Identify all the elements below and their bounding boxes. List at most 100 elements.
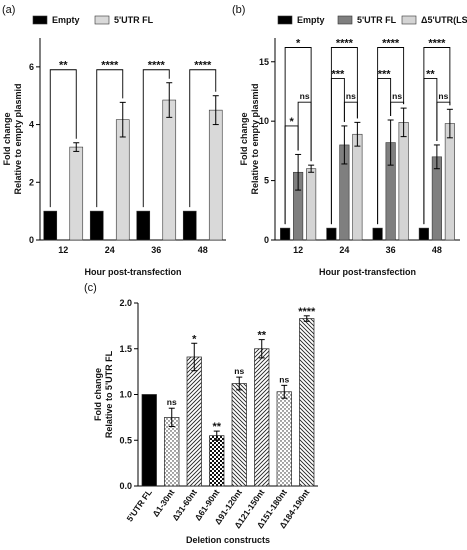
- significance-bracket: [189, 69, 217, 208]
- legend-swatch: [337, 15, 353, 25]
- significance-label: ns: [438, 91, 448, 101]
- x-tick-label: 36: [151, 245, 161, 255]
- significance-label: ***: [331, 68, 345, 80]
- significance-label: ****: [298, 306, 316, 318]
- bar: [326, 227, 337, 241]
- y-tick-label: 2.0: [119, 298, 132, 308]
- significance-label: **: [59, 60, 68, 72]
- significance-bracket: [284, 125, 299, 225]
- significance-label: ***: [378, 68, 392, 80]
- significance-bracket: [96, 69, 124, 208]
- significance-label: ns: [279, 374, 289, 384]
- bar: [444, 123, 455, 241]
- y-tick-label: 0: [29, 235, 34, 245]
- significance-bracket: [142, 69, 170, 208]
- x-tick-label: 24: [105, 245, 115, 255]
- y-tick-label: 10: [259, 116, 269, 126]
- legend-label: Empty: [52, 15, 80, 25]
- bar: [186, 356, 202, 487]
- bar: [164, 417, 180, 487]
- y-tick-label: 15: [259, 57, 269, 67]
- bar: [306, 168, 317, 241]
- legend-label: 5'UTR FL: [357, 15, 397, 25]
- significance-bracket: [436, 101, 451, 141]
- bar: [418, 227, 429, 241]
- significance-label: ****: [101, 60, 119, 72]
- chart-panel-b: (b) Empty 5'UTR FL Δ5'UTR(LS) 0 5 10 15 Fold cha…: [232, 4, 467, 277]
- panel-label: (c): [84, 282, 97, 294]
- chart-panel-c: (c) 0.0 0.5 1.0 1.5 2.0 Fold change Relative to…: [84, 282, 318, 545]
- x-axis-title: Deletion constructs: [186, 535, 270, 545]
- significance-label: ns: [234, 366, 244, 376]
- bar: [182, 210, 197, 241]
- legend-label: Δ5'UTR(LS): [421, 15, 467, 25]
- legend-swatch: [277, 15, 293, 25]
- y-axis-title: Fold change: [93, 368, 103, 421]
- significance-label: **: [212, 421, 221, 433]
- significance-label: ns: [167, 397, 177, 407]
- x-tick-label: 12: [58, 245, 68, 255]
- bar: [69, 146, 84, 241]
- y-tick-label: 0.0: [119, 481, 132, 491]
- bar: [276, 391, 292, 487]
- y-axis-title: Fold change: [239, 112, 249, 165]
- bar: [115, 119, 130, 241]
- y-axis-title: Relative to empty plasmid: [250, 83, 260, 194]
- significance-label: ****: [148, 60, 166, 72]
- significance-bracket: [343, 101, 358, 122]
- panel-label: (b): [232, 4, 245, 16]
- y-axis-title: Relative to 5'UTR FL: [104, 350, 114, 438]
- panel-label: (a): [2, 4, 15, 16]
- y-tick-label: 4: [29, 120, 34, 130]
- y-tick-label: 0: [264, 235, 269, 245]
- bar: [141, 394, 157, 487]
- bar: [43, 210, 58, 241]
- significance-label: *: [192, 333, 197, 345]
- y-tick-label: 0.5: [119, 435, 132, 445]
- significance-label: *: [296, 38, 301, 50]
- bar: [352, 133, 363, 241]
- significance-label: ****: [382, 38, 400, 50]
- significance-label: **: [257, 330, 266, 342]
- y-tick-label: 1.0: [119, 390, 132, 400]
- x-tick-label: 12: [293, 245, 303, 255]
- significance-label: ns: [300, 91, 310, 101]
- legend-label: Empty: [297, 15, 325, 25]
- bar: [280, 227, 291, 241]
- bar: [231, 383, 247, 487]
- y-axis-title: Relative to empty plasmid: [13, 83, 23, 194]
- significance-label: ns: [392, 91, 402, 101]
- legend-swatch: [32, 15, 48, 25]
- x-tick-label: 36: [386, 245, 396, 255]
- legend-swatch: [94, 15, 110, 25]
- x-tick-label: 24: [339, 245, 349, 255]
- bar: [209, 435, 225, 487]
- x-axis-title: Hour post-transfection: [84, 267, 181, 277]
- significance-bracket: [330, 77, 345, 225]
- bar: [208, 109, 223, 241]
- y-axis-title: Fold change: [2, 112, 12, 165]
- y-tick-label: 1.5: [119, 344, 132, 354]
- significance-label: ****: [336, 38, 354, 50]
- significance-bracket: [377, 77, 392, 225]
- bar: [398, 122, 409, 241]
- bar: [254, 348, 270, 487]
- bar: [372, 227, 383, 241]
- bar: [299, 318, 315, 487]
- significance-bracket: [49, 69, 77, 208]
- bar: [136, 210, 151, 241]
- bar: [431, 156, 442, 241]
- y-tick-label: 6: [29, 62, 34, 72]
- x-tick-label: 48: [432, 245, 442, 255]
- legend-label: 5'UTR FL: [114, 15, 154, 25]
- significance-bracket: [297, 101, 312, 162]
- significance-bracket: [390, 101, 405, 116]
- significance-label: ns: [346, 91, 356, 101]
- significance-label: *: [289, 116, 294, 128]
- significance-label: ****: [194, 60, 212, 72]
- x-axis-title: Hour post-transfection: [319, 267, 416, 277]
- y-tick-label: 2: [29, 177, 34, 187]
- bar: [162, 99, 177, 241]
- significance-label: ****: [428, 38, 446, 50]
